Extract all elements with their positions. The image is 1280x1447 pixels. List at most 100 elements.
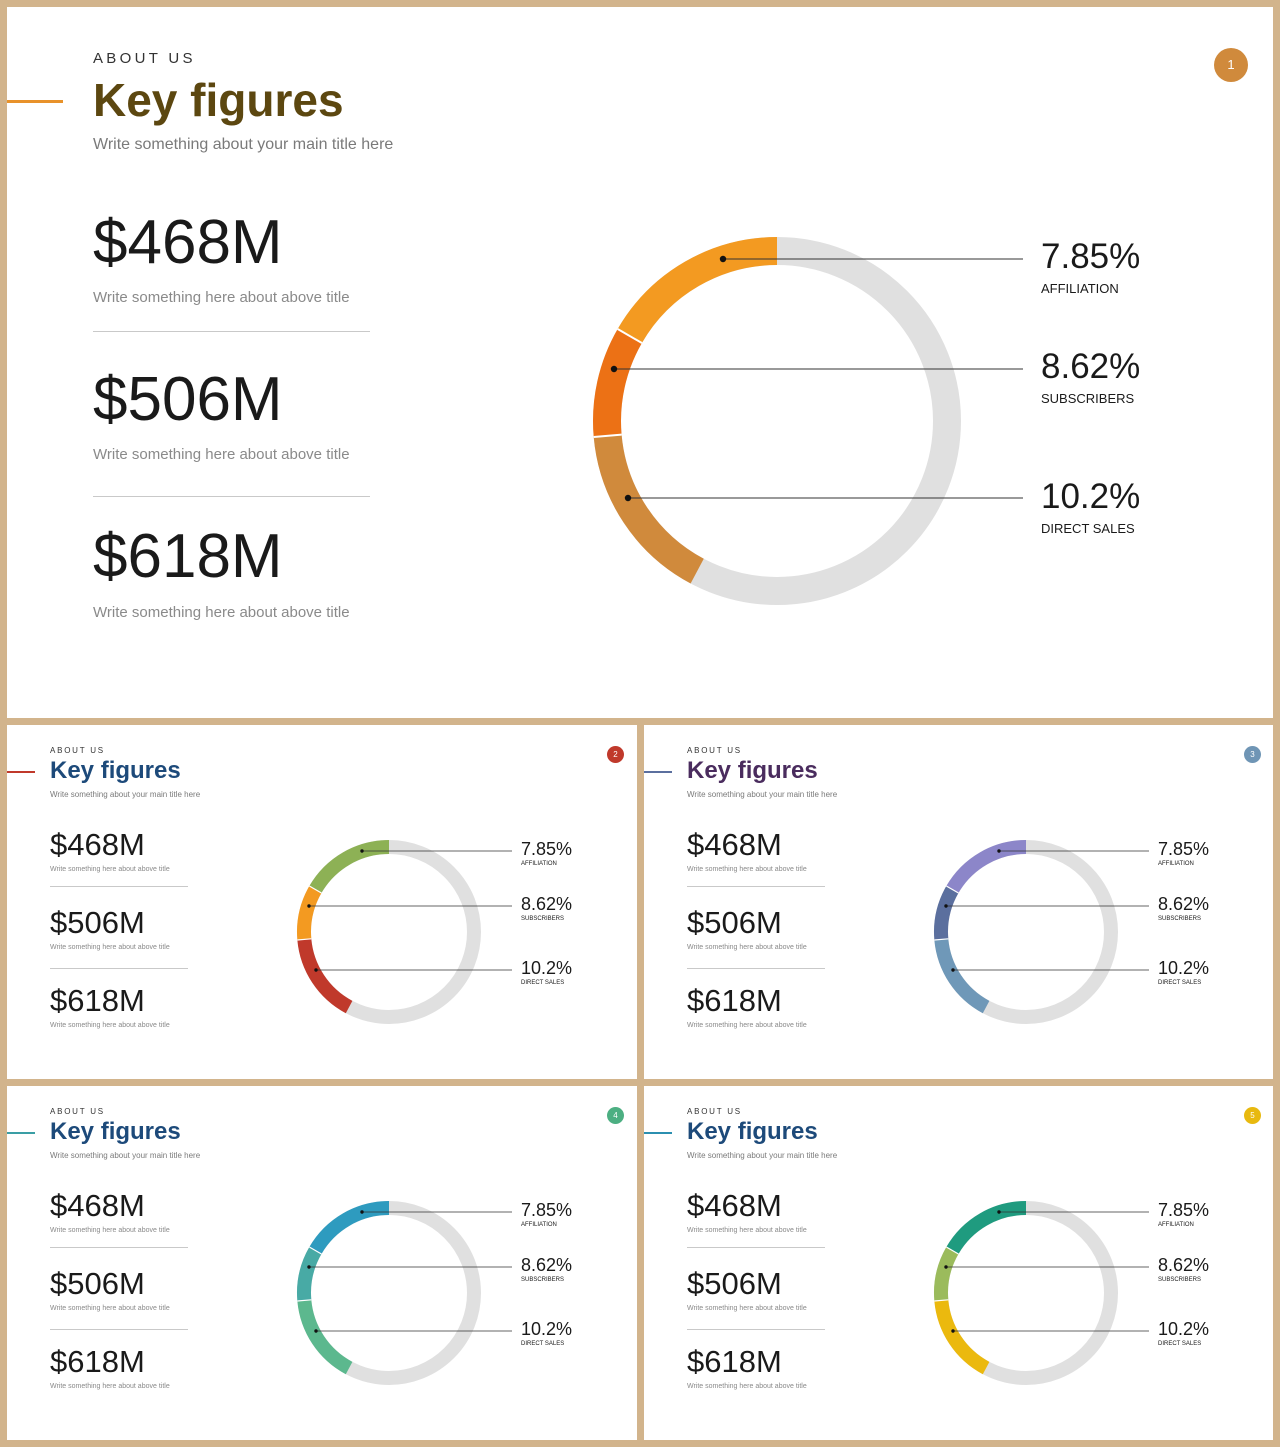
stat-value: $618M <box>687 1344 782 1379</box>
page-title: Key figures <box>93 74 344 126</box>
callout-dot <box>314 968 318 972</box>
callout-value-direct-sales: 10.2% <box>1158 1319 1210 1339</box>
callout-label-direct-sales: DIRECT SALES <box>1158 1341 1202 1347</box>
callout-dot <box>307 904 311 908</box>
page-title: Key figures <box>50 1118 181 1145</box>
slide-number-badge: 1 <box>1214 48 1248 82</box>
callout-label-affiliation: AFFILIATION <box>1158 861 1194 867</box>
stat-description: Write something here about above title <box>687 1022 807 1029</box>
donut-segment-direct-sales <box>593 434 705 584</box>
page-title: Key figures <box>687 1118 818 1145</box>
donut-segment-affiliation <box>309 840 390 894</box>
donut-segment-affiliation <box>617 237 778 344</box>
title-accent-line <box>644 771 672 773</box>
donut-segment-subscribers <box>297 886 322 941</box>
slide-number-badge: 3 <box>1244 746 1261 763</box>
callout-dot <box>719 255 727 263</box>
stat-description: Write something here about above title <box>50 866 170 873</box>
stat-divider <box>50 968 188 969</box>
callout-dot <box>624 494 632 502</box>
callout-dot <box>314 1329 318 1333</box>
stat-divider <box>50 1329 188 1330</box>
donut-segment-affiliation <box>946 1201 1027 1255</box>
callout-label-subscribers: SUBSCRIBERS <box>1158 916 1202 922</box>
stat-description: Write something here about above title <box>93 289 350 306</box>
callout-dot <box>944 904 948 908</box>
stat-description: Write something here about above title <box>687 1383 807 1390</box>
stat-description: Write something here about above title <box>50 1305 170 1312</box>
stat-value: $468M <box>50 827 145 862</box>
callout-dot <box>360 1210 364 1214</box>
title-accent-line <box>7 1132 35 1134</box>
callout-value-subscribers: 8.62% <box>521 894 573 914</box>
donut-chart <box>593 237 1023 605</box>
callout-label-affiliation: AFFILIATION <box>521 1222 557 1228</box>
stat-description: Write something here about above title <box>93 604 350 621</box>
stat-value: $618M <box>50 1344 145 1379</box>
donut-segment-direct-sales <box>934 1299 990 1375</box>
callout-dot <box>951 968 955 972</box>
donut-segment-subscribers <box>934 886 959 941</box>
callout-value-subscribers: 8.62% <box>1158 894 1210 914</box>
callout-label-direct-sales: DIRECT SALES <box>1041 521 1135 536</box>
stat-value: $618M <box>687 983 782 1018</box>
eyebrow-label: ABOUT US <box>687 746 742 755</box>
stat-divider <box>687 1247 825 1248</box>
donut-segment-direct-sales <box>297 1299 353 1375</box>
slide-number-badge: 4 <box>607 1107 624 1124</box>
callout-label-affiliation: AFFILIATION <box>521 861 557 867</box>
stat-description: Write something here about above title <box>93 446 350 463</box>
stat-description: Write something here about above title <box>687 1227 807 1234</box>
callout-value-direct-sales: 10.2% <box>1158 958 1210 978</box>
segment-gap <box>934 1299 949 1302</box>
stat-description: Write something here about above title <box>687 944 807 951</box>
slide-5: ABOUT US Key figures Write something abo… <box>644 1086 1273 1440</box>
callout-value-direct-sales: 10.2% <box>521 958 573 978</box>
slide-number-badge: 5 <box>1244 1107 1261 1124</box>
stat-value: $506M <box>50 1266 145 1301</box>
donut-segment-direct-sales <box>297 938 353 1014</box>
stat-value: $506M <box>687 1266 782 1301</box>
slide-1: ABOUT US Key figures Write something abo… <box>7 7 1273 718</box>
stat-value: $506M <box>93 365 283 434</box>
callout-value-subscribers: 8.62% <box>1041 347 1141 386</box>
stat-divider <box>687 1329 825 1330</box>
segment-gap <box>946 885 959 894</box>
page-subtitle: Write something about your main title he… <box>687 790 838 799</box>
callout-label-subscribers: SUBSCRIBERS <box>1158 1277 1202 1283</box>
callout-label-direct-sales: DIRECT SALES <box>521 1341 565 1347</box>
stat-divider <box>93 331 370 332</box>
donut-segment-affiliation <box>946 840 1027 894</box>
stat-divider <box>50 1247 188 1248</box>
stat-description: Write something here about above title <box>50 1227 170 1234</box>
title-accent-line <box>7 100 63 103</box>
segment-gap <box>309 1246 322 1255</box>
donut-segment-subscribers <box>297 1247 322 1302</box>
callout-label-affiliation: AFFILIATION <box>1041 281 1119 296</box>
callout-value-affiliation: 7.85% <box>521 839 573 859</box>
stat-divider <box>93 496 370 497</box>
donut-chart <box>934 840 1149 1024</box>
stat-value: $468M <box>687 1188 782 1223</box>
slide-2: ABOUT US Key figures Write something abo… <box>7 725 637 1079</box>
stat-value: $618M <box>50 983 145 1018</box>
slide-3: ABOUT US Key figures Write something abo… <box>644 725 1273 1079</box>
segment-gap <box>297 938 312 941</box>
title-accent-line <box>644 1132 672 1134</box>
donut-segment-subscribers <box>934 1247 959 1302</box>
callout-label-subscribers: SUBSCRIBERS <box>521 916 565 922</box>
page-title: Key figures <box>687 757 818 784</box>
page-subtitle: Write something about your main title he… <box>93 136 394 153</box>
callout-value-subscribers: 8.62% <box>521 1255 573 1275</box>
donut-segment-affiliation <box>309 1201 390 1255</box>
callout-dot <box>360 849 364 853</box>
stat-value: $506M <box>687 905 782 940</box>
callout-dot <box>997 1210 1001 1214</box>
stat-description: Write something here about above title <box>50 1383 170 1390</box>
stat-description: Write something here about above title <box>50 944 170 951</box>
page-subtitle: Write something about your main title he… <box>687 1151 838 1160</box>
stat-divider <box>687 886 825 887</box>
callout-value-direct-sales: 10.2% <box>521 1319 573 1339</box>
stat-divider <box>687 968 825 969</box>
callout-value-direct-sales: 10.2% <box>1041 477 1141 516</box>
